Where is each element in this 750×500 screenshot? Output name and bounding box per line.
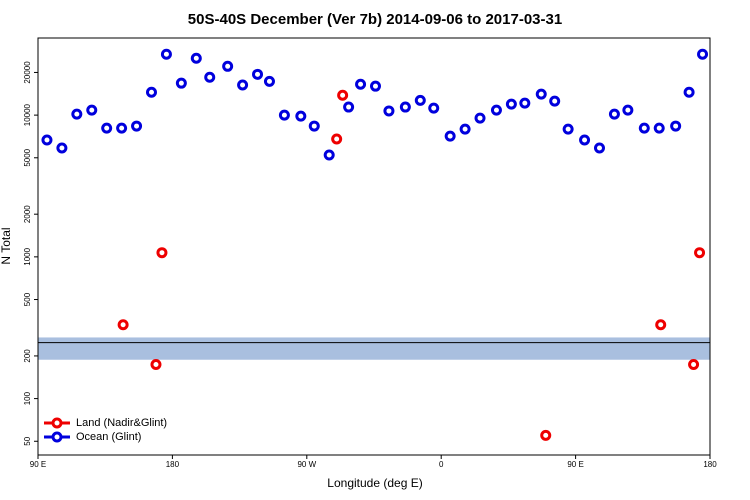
point [263,75,275,87]
point [116,122,128,134]
point [160,48,172,60]
point [694,247,706,259]
point [414,94,426,106]
point [369,80,381,92]
point [355,78,367,90]
point [150,359,162,371]
point [222,60,234,72]
y-tick-label: 200 [23,349,32,363]
point [252,68,264,80]
point [638,122,650,134]
point [459,123,471,135]
y-tick-label: 2000 [23,205,32,223]
point [337,89,349,101]
y-tick-label: 20000 [23,61,32,84]
band [38,337,710,360]
legend-label: Land (Nadir&Glint) [76,417,167,429]
y-tick-label: 10000 [23,103,32,126]
point [688,359,700,371]
y-tick-label: 1000 [23,247,32,265]
point [655,319,667,331]
point [308,120,320,132]
point [323,149,335,161]
plot-frame [37,37,711,456]
point [145,86,157,98]
point [41,134,53,146]
x-tick-label: 90 E [30,460,46,469]
point [593,142,605,154]
point [683,86,695,98]
point [505,98,517,110]
point [697,48,709,60]
y-tick-label: 100 [23,391,32,405]
point [608,108,620,120]
x-tick-label: 90 E [567,460,583,469]
x-tick-label: 180 [166,460,180,469]
y-tick-label: 5000 [23,148,32,166]
legend-label: Ocean (Glint) [76,431,141,443]
point [519,97,531,109]
point [331,133,343,145]
point [428,102,440,114]
point [670,120,682,132]
point [343,101,355,113]
point [278,109,290,121]
y-axis-label: N Total [0,227,13,264]
x-axis-label: Longitude (deg E) [327,476,422,490]
x-tick-label: 180 [703,460,717,469]
point [622,104,634,116]
point [156,247,168,259]
point [444,130,456,142]
point [535,88,547,100]
point [562,123,574,135]
point [101,122,113,134]
point [204,71,216,83]
point [399,101,411,113]
point [131,120,143,132]
point [549,95,561,107]
point [71,108,83,120]
y-tick-label: 500 [23,292,32,306]
x-tick-label: 90 W [297,460,316,469]
point [383,105,395,117]
point [540,429,552,441]
legend-marker [51,417,63,429]
y-tick-label: 50 [23,436,32,445]
chart-title: 50S-40S December (Ver 7b) 2014-09-06 to … [188,11,562,28]
point [56,142,68,154]
x-tick-label: 0 [439,460,444,469]
point [175,77,187,89]
point [490,104,502,116]
point [474,112,486,124]
point [86,104,98,116]
legend-marker [51,431,63,443]
point [295,110,307,122]
point [579,134,591,146]
point [117,319,129,331]
point [653,122,665,134]
point [190,52,202,64]
point [237,79,249,91]
